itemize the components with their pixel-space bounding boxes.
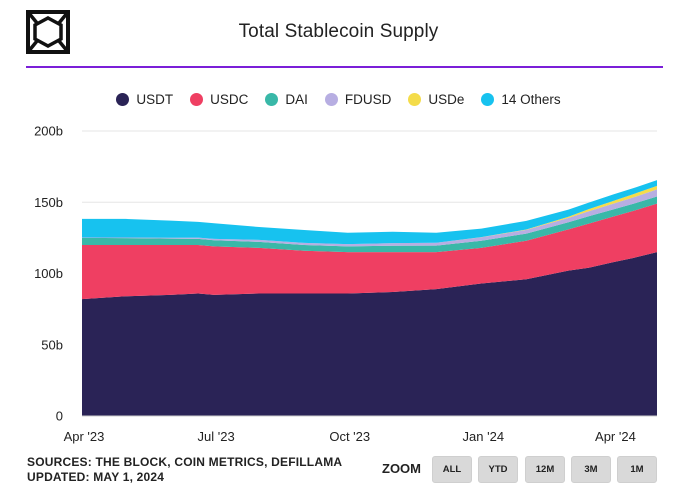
legend-label: 14 Others bbox=[501, 92, 561, 107]
area-series-usdt bbox=[82, 252, 657, 416]
zoom-all-button[interactable]: ALL bbox=[432, 456, 472, 483]
updated-text: UPDATED: MAY 1, 2024 bbox=[27, 469, 165, 484]
legend-swatch bbox=[116, 93, 130, 106]
y-tick-label: 0 bbox=[56, 409, 63, 424]
zoom-12m-button[interactable]: 12M bbox=[525, 456, 565, 483]
area-series-usdc bbox=[82, 203, 657, 300]
legend-item-14-others[interactable]: 14 Others bbox=[481, 92, 561, 107]
x-tick-label: Apr '24 bbox=[595, 429, 636, 444]
zoom-3m-button[interactable]: 3M bbox=[571, 456, 611, 483]
x-tick-label: Jul '23 bbox=[198, 429, 235, 444]
title-divider bbox=[26, 66, 663, 68]
page-title: Total Stablecoin Supply bbox=[238, 21, 439, 42]
zoom-label: ZOOM bbox=[382, 461, 421, 476]
legend-label: FDUSD bbox=[344, 92, 392, 107]
area-series-fdusd bbox=[82, 189, 657, 247]
area-series-dai bbox=[82, 196, 657, 253]
chart-legend: USDT USDC DAI FDUSD USDe 14 Others bbox=[0, 92, 677, 107]
legend-swatch bbox=[265, 93, 279, 106]
legend-swatch bbox=[190, 93, 204, 106]
legend-label: USDC bbox=[210, 92, 249, 107]
legend-item-dai[interactable]: DAI bbox=[265, 92, 308, 107]
legend-swatch bbox=[324, 93, 338, 106]
legend-swatch bbox=[481, 93, 495, 106]
legend-item-fdusd[interactable]: FDUSD bbox=[324, 92, 392, 107]
stacked-area-chart: 0 50b 100b 150b 200b Apr '23 Jul '23 Oct '23 Jan… bbox=[34, 124, 657, 444]
zoom-ytd-button[interactable]: YTD bbox=[478, 456, 518, 483]
footer-notes: SOURCES: THE BLOCK, COIN METRICS, DEFILL… bbox=[27, 455, 342, 484]
legend-label: USDT bbox=[136, 92, 174, 107]
y-tick-label: 50b bbox=[41, 337, 63, 352]
sources-text: SOURCES: THE BLOCK, COIN METRICS, DEFILL… bbox=[27, 455, 343, 469]
legend-label: USDe bbox=[428, 92, 465, 107]
area-series-14-others bbox=[82, 180, 657, 245]
legend-swatch bbox=[408, 93, 422, 106]
legend-item-usde[interactable]: USDe bbox=[408, 92, 464, 107]
y-tick-label: 100b bbox=[34, 266, 63, 281]
legend-item-usdc[interactable]: USDC bbox=[190, 92, 248, 107]
x-tick-label: Jan '24 bbox=[463, 429, 505, 444]
legend-item-usdt[interactable]: USDT bbox=[116, 92, 173, 107]
x-tick-label: Oct '23 bbox=[329, 429, 370, 444]
legend-label: DAI bbox=[285, 92, 308, 107]
x-tick-label: Apr '23 bbox=[64, 429, 105, 444]
the-block-logo-icon bbox=[26, 10, 70, 54]
y-tick-label: 150b bbox=[34, 195, 63, 210]
y-tick-label: 200b bbox=[34, 124, 63, 139]
zoom-1m-button[interactable]: 1M bbox=[617, 456, 657, 483]
